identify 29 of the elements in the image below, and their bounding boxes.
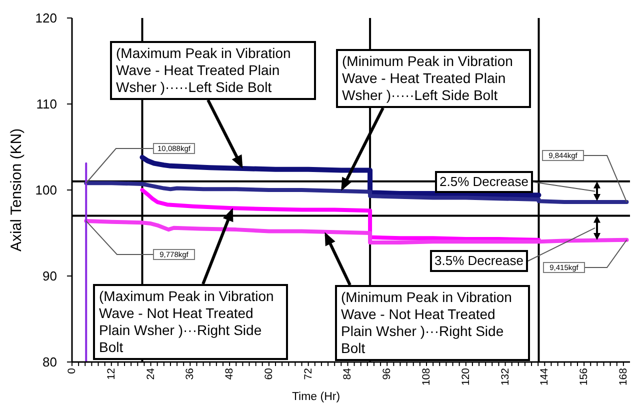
x-tick-label: 24 xyxy=(144,368,157,380)
x-tick-label: 144 xyxy=(538,368,551,386)
annotation: (Minimum Peak in Vibration Wave - Heat Treated Plain Wsher )·····Left Side Bolt xyxy=(336,49,531,108)
x-tick-label: 72 xyxy=(302,368,314,380)
x-tick-label: 48 xyxy=(224,368,236,380)
x-tick-label: 84 xyxy=(342,368,354,380)
y-tick-label: 80 xyxy=(42,354,57,370)
x-tick-label: 96 xyxy=(381,368,394,380)
y-axis-title: Axial Tension (KN) xyxy=(8,128,25,252)
y-tick-label: 110 xyxy=(36,96,57,112)
x-tick-label: 156 xyxy=(578,368,590,386)
x-tick-label: 36 xyxy=(184,368,196,380)
line-series xyxy=(140,188,541,242)
y-tick-label: 100 xyxy=(35,182,57,198)
x-tick-label: 120 xyxy=(460,368,472,386)
x-tick-label: 0 xyxy=(66,368,78,374)
x-tick-label: 108 xyxy=(420,368,432,386)
annotation: (Maximum Peak in Vibration Wave - Heat Treated Plain Wsher )·····Left Side Bolt xyxy=(110,41,316,100)
annotation: 3.5% Decrease xyxy=(430,250,528,272)
x-axis-title: Time (Hr) xyxy=(292,391,340,403)
annotation: (Maximum Peak in Vibration Wave - Not Heat Treated Plain Wsher )···Right Side Bolt xyxy=(93,284,288,360)
x-tick-label: 60 xyxy=(262,368,275,380)
y-tick-label: 120 xyxy=(35,10,57,26)
y-tick-label: 90 xyxy=(42,268,57,284)
annotation: (Minimum Peak in Vibration Wave - Not Heat Treated Plain Wsher )···Right Side Bolt xyxy=(335,285,530,361)
annotation: 2.5% Decrease xyxy=(435,171,533,193)
x-tick-label: 132 xyxy=(499,368,512,386)
x-tick-label: 168 xyxy=(617,368,630,386)
x-tick-label: 12 xyxy=(105,368,118,380)
